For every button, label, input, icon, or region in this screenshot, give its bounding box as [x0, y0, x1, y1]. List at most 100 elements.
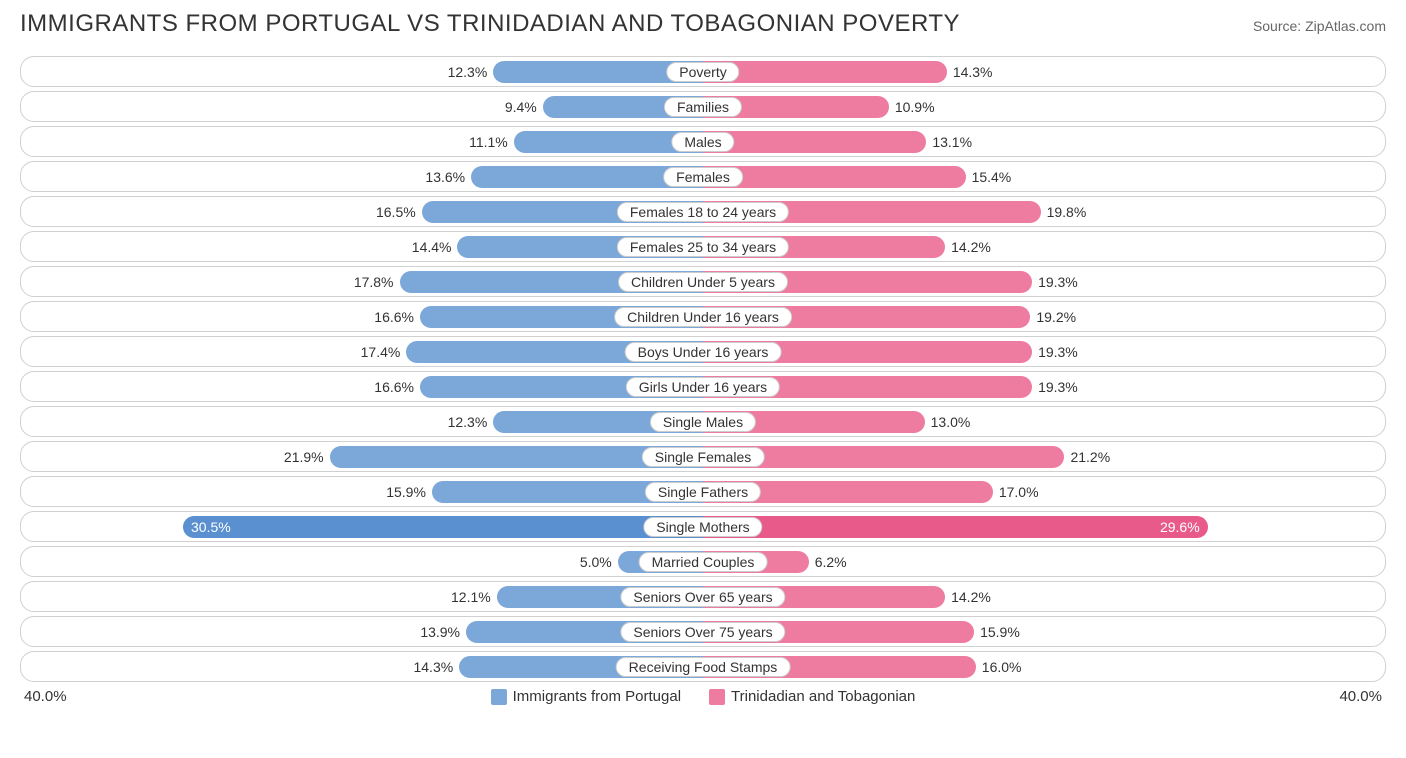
value-left: 17.8% — [354, 274, 394, 290]
value-right: 19.2% — [1036, 309, 1076, 325]
category-label: Single Males — [650, 412, 756, 432]
value-left: 15.9% — [386, 484, 426, 500]
value-right: 19.3% — [1038, 379, 1078, 395]
bar-half-right: 19.3% — [703, 372, 1385, 401]
value-left: 12.3% — [448, 64, 488, 80]
bar-half-left: 9.4% — [21, 92, 703, 121]
chart-row: 5.0%6.2%Married Couples — [20, 546, 1386, 577]
value-left: 13.9% — [420, 624, 460, 640]
category-label: Children Under 16 years — [614, 307, 792, 327]
value-left: 12.1% — [451, 589, 491, 605]
bar-half-left: 16.6% — [21, 302, 703, 331]
axis-right-max: 40.0% — [1339, 688, 1382, 705]
chart-row: 16.5%19.8%Females 18 to 24 years — [20, 196, 1386, 227]
category-label: Single Mothers — [643, 517, 762, 537]
chart-row: 13.9% 15.9% Seniors Over 75 years — [20, 616, 1386, 647]
chart-row: 21.9% 21.2% Single Females — [20, 441, 1386, 472]
chart-row: 30.5% 29.6% Single Mothers — [20, 511, 1386, 542]
value-left: 9.4% — [505, 99, 537, 115]
chart-footer: 40.0% Immigrants from Portugal Trinidadi… — [20, 688, 1386, 705]
chart-row: 16.6% 19.2% Children Under 16 years — [20, 301, 1386, 332]
value-right: 29.6% — [1160, 519, 1200, 535]
value-left: 11.1% — [469, 134, 508, 150]
chart-row: 11.1%13.1%Males — [20, 126, 1386, 157]
axis-left-max: 40.0% — [24, 688, 67, 705]
category-label: Single Fathers — [645, 482, 761, 502]
chart-header: IMMIGRANTS FROM PORTUGAL VS TRINIDADIAN … — [20, 10, 1386, 38]
legend-swatch-left — [491, 689, 507, 705]
bar-half-left: 14.3% — [21, 652, 703, 681]
bar-half-left: 12.3% — [21, 407, 703, 436]
category-label: Females — [663, 167, 743, 187]
bar-half-right: 14.2% — [703, 232, 1385, 261]
value-right: 14.2% — [951, 589, 991, 605]
legend-item-right: Trinidadian and Tobagonian — [709, 688, 915, 705]
value-left: 16.6% — [374, 309, 414, 325]
value-right: 13.1% — [932, 134, 972, 150]
legend-swatch-right — [709, 689, 725, 705]
value-right: 19.8% — [1047, 204, 1087, 220]
bar-half-left: 16.6% — [21, 372, 703, 401]
value-right: 19.3% — [1038, 274, 1078, 290]
bar-left: 30.5% — [183, 516, 703, 538]
legend-item-left: Immigrants from Portugal — [491, 688, 681, 705]
value-left: 5.0% — [580, 554, 612, 570]
value-right: 13.0% — [931, 414, 971, 430]
bar-half-left: 12.3% — [21, 57, 703, 86]
chart-row: 12.3%14.3%Poverty — [20, 56, 1386, 87]
value-left: 14.3% — [413, 659, 453, 675]
bar-half-left: 13.6% — [21, 162, 703, 191]
category-label: Seniors Over 75 years — [620, 622, 785, 642]
chart-area: 12.3%14.3%Poverty9.4%10.9%Families11.1%1… — [20, 56, 1386, 682]
bar-half-left: 12.1% — [21, 582, 703, 611]
bar-half-right: 10.9% — [703, 92, 1385, 121]
chart-row: 13.6%15.4%Females — [20, 161, 1386, 192]
category-label: Girls Under 16 years — [626, 377, 780, 397]
chart-row: 14.3% 16.0% Receiving Food Stamps — [20, 651, 1386, 682]
value-right: 10.9% — [895, 99, 935, 115]
value-right: 15.9% — [980, 624, 1020, 640]
bar-half-right: 19.2% — [703, 302, 1385, 331]
bar-right: 13.1% — [703, 131, 926, 153]
bar-half-left: 14.4% — [21, 232, 703, 261]
bar-half-left: 11.1% — [21, 127, 703, 156]
chart-source: Source: ZipAtlas.com — [1253, 18, 1386, 34]
bar-half-right: 6.2% — [703, 547, 1385, 576]
chart-row: 12.1% 14.2% Seniors Over 65 years — [20, 581, 1386, 612]
chart-title: IMMIGRANTS FROM PORTUGAL VS TRINIDADIAN … — [20, 10, 960, 38]
bar-half-right: 14.3% — [703, 57, 1385, 86]
value-left: 12.3% — [448, 414, 488, 430]
bar-half-left: 30.5% — [21, 512, 703, 541]
category-label: Single Females — [642, 447, 765, 467]
category-label: Boys Under 16 years — [625, 342, 782, 362]
bar-half-right: 29.6% — [703, 512, 1385, 541]
category-label: Children Under 5 years — [618, 272, 788, 292]
category-label: Seniors Over 65 years — [620, 587, 785, 607]
chart-row: 12.3% 13.0% Single Males — [20, 406, 1386, 437]
bar-half-left: 16.5% — [21, 197, 703, 226]
bar-half-right: 19.3% — [703, 337, 1385, 366]
bar-half-left: 5.0% — [21, 547, 703, 576]
bar-half-right: 17.0% — [703, 477, 1385, 506]
bar-half-right: 21.2% — [703, 442, 1385, 471]
value-left: 17.4% — [361, 344, 401, 360]
value-left: 16.6% — [374, 379, 414, 395]
value-right: 19.3% — [1038, 344, 1078, 360]
chart-row: 9.4% 10.9% Families — [20, 91, 1386, 122]
bar-half-left: 17.8% — [21, 267, 703, 296]
value-right: 14.2% — [951, 239, 991, 255]
category-label: Families — [664, 97, 742, 117]
value-right: 14.3% — [953, 64, 993, 80]
value-right: 17.0% — [999, 484, 1039, 500]
value-left: 13.6% — [425, 169, 465, 185]
value-right: 21.2% — [1070, 449, 1110, 465]
legend-label-left: Immigrants from Portugal — [513, 688, 681, 705]
bar-half-right: 13.1% — [703, 127, 1385, 156]
category-label: Females 25 to 34 years — [617, 237, 789, 257]
category-label: Receiving Food Stamps — [616, 657, 791, 677]
value-left: 21.9% — [284, 449, 324, 465]
value-right: 16.0% — [982, 659, 1022, 675]
value-left: 14.4% — [412, 239, 452, 255]
value-right: 6.2% — [815, 554, 847, 570]
bar-half-right: 16.0% — [703, 652, 1385, 681]
